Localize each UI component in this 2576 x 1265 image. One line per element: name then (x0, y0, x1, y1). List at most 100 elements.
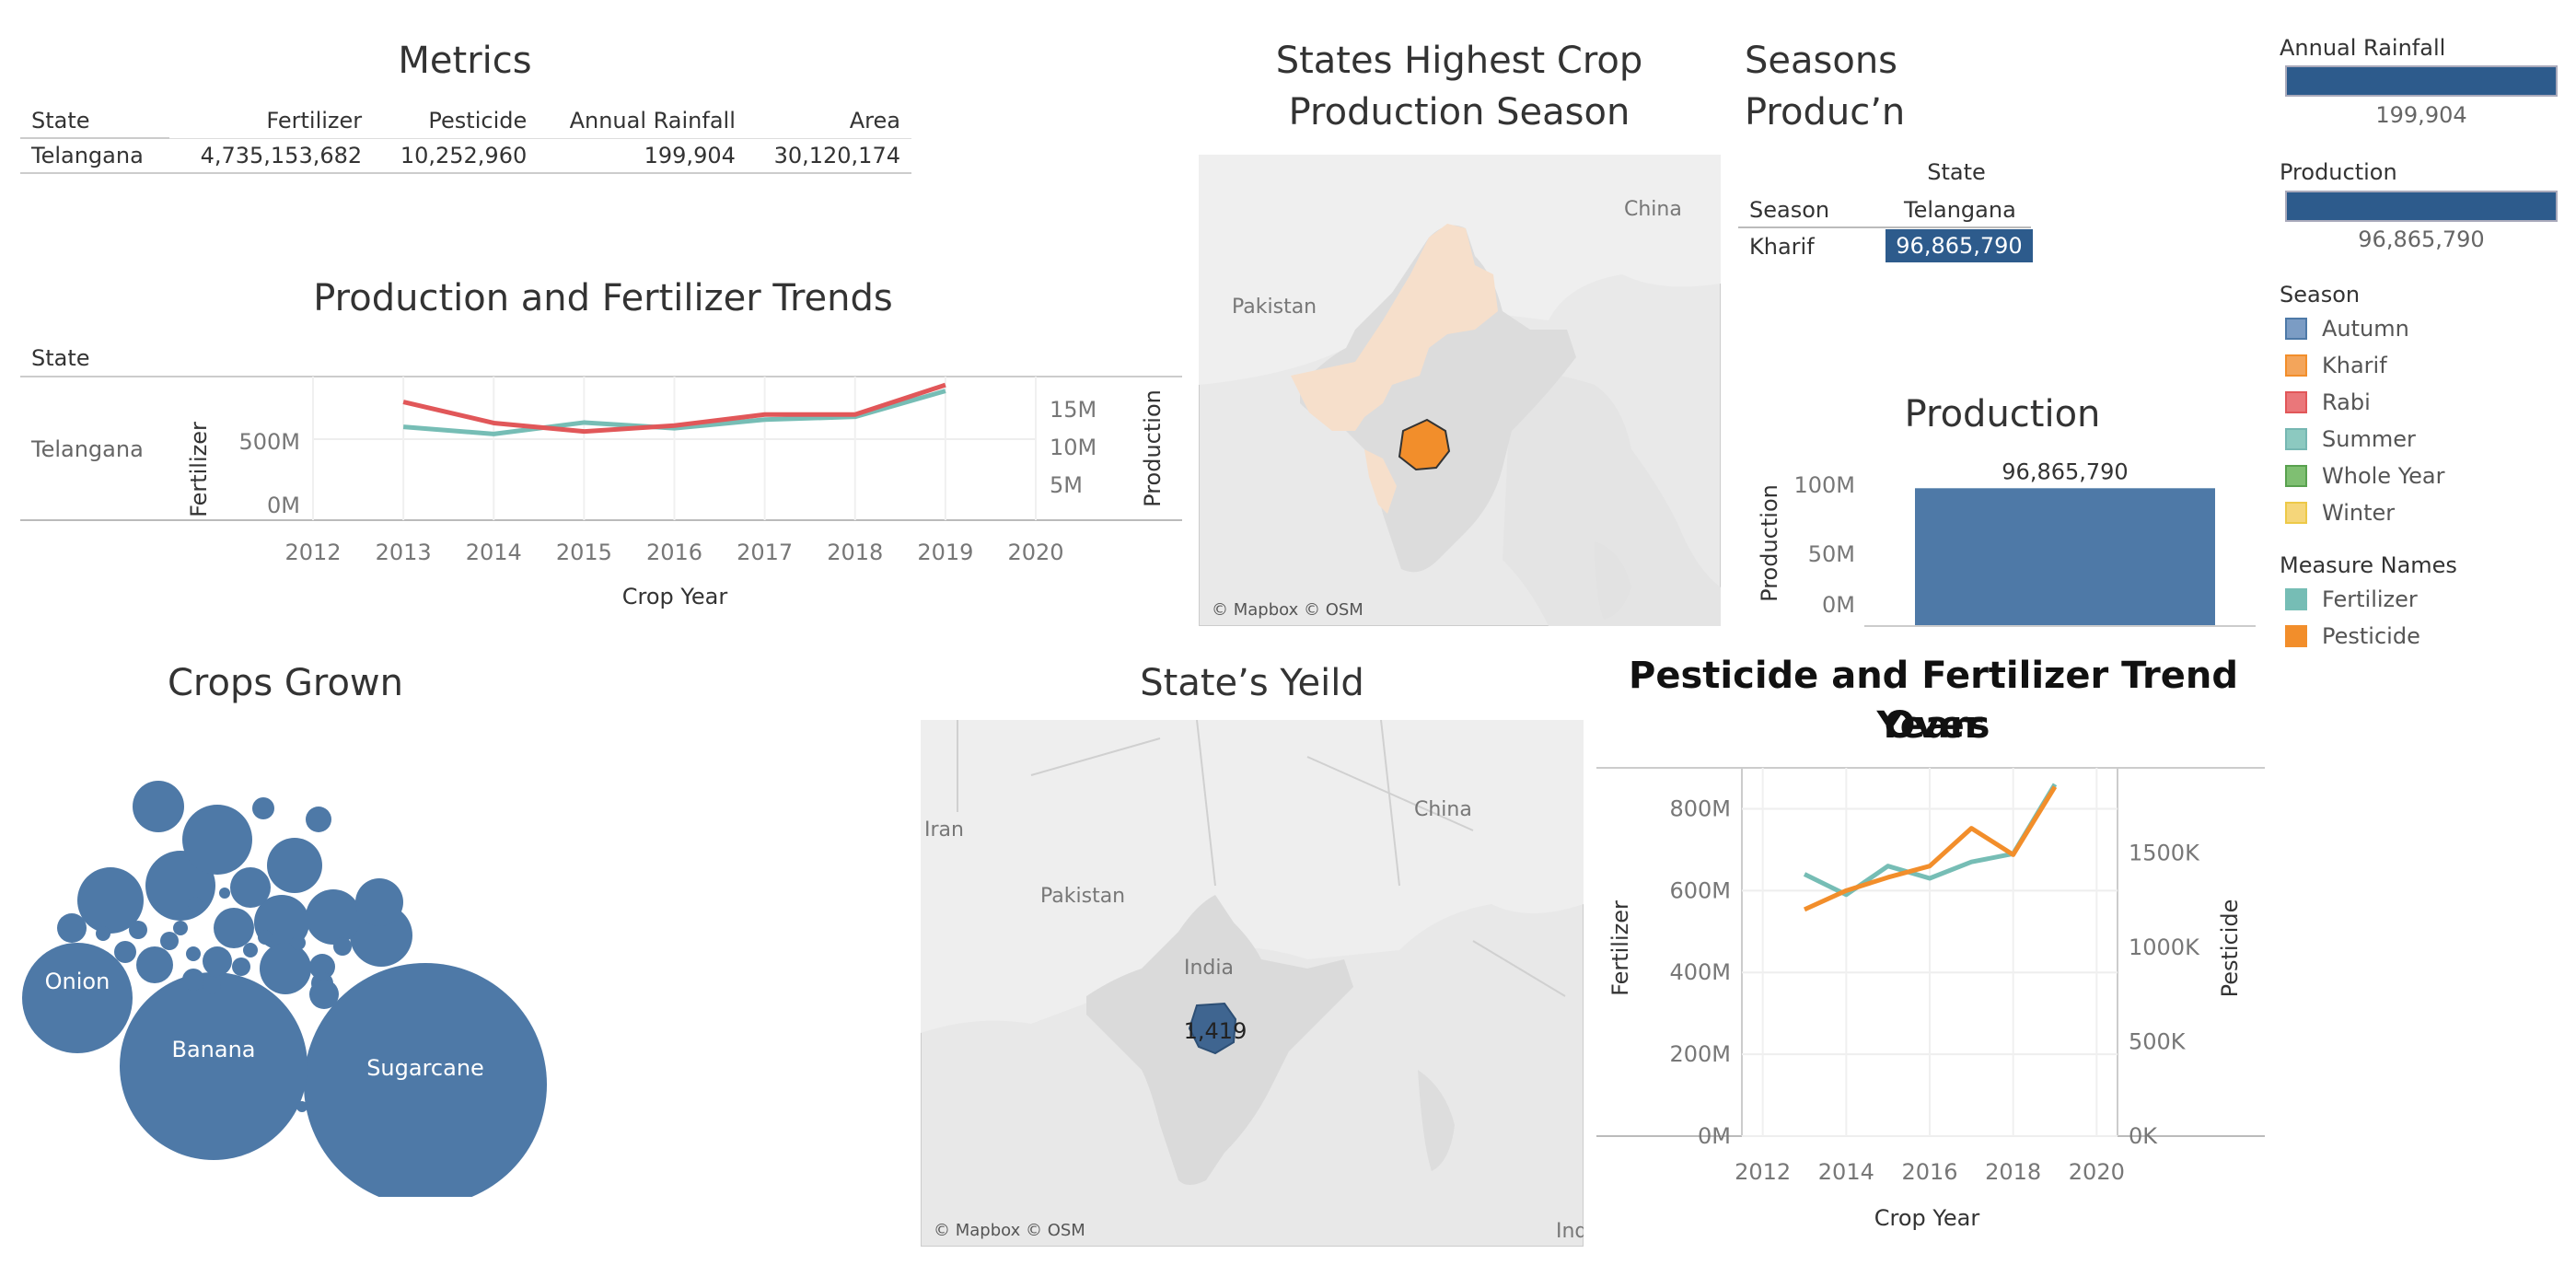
seasons-value-cell[interactable]: 96,865,790 (1886, 229, 2033, 262)
seasons-divider (1738, 226, 2031, 228)
crop-bubble[interactable] (182, 805, 252, 875)
seasons-title-1: Seasons (1745, 40, 1898, 82)
crop-bubble[interactable] (160, 932, 179, 950)
kpi-production-bar[interactable] (2285, 191, 2558, 222)
metrics-cell-area: 30,120,174 (746, 137, 911, 174)
pf-left-tick: 200M (1669, 1041, 1731, 1067)
season-map-credit: © Mapbox © OSM (1212, 600, 1363, 620)
crop-bubble[interactable] (22, 943, 133, 1053)
crop-bubble[interactable] (120, 972, 307, 1160)
metrics-row[interactable]: Telangana 4,735,153,682 10,252,960 199,9… (20, 137, 911, 174)
crop-bubble[interactable] (186, 946, 201, 961)
crop-bubble[interactable] (296, 1101, 307, 1112)
metrics-header-rainfall[interactable]: Annual Rainfall (569, 108, 736, 134)
metrics-header-area[interactable]: Area (849, 108, 900, 134)
crop-bubble[interactable] (114, 941, 136, 963)
yield-map[interactable]: 1,419 China Pakistan India Iran Ind © Ma… (921, 720, 1584, 1247)
crop-bubble[interactable] (96, 926, 110, 941)
pf-right-tick: 500K (2129, 1028, 2187, 1054)
trends-chart[interactable]: Fertilizer Production 500M 0M 15M 10M 5M… (0, 364, 1197, 621)
crop-bubble[interactable] (304, 963, 547, 1197)
yield-value-label: 1,419 (1184, 1018, 1247, 1044)
trends-x-tick: 2012 (284, 540, 341, 565)
trends-x-tick: 2016 (646, 540, 702, 565)
trends-x-tick: 2013 (376, 540, 432, 565)
crop-bubble[interactable] (219, 888, 230, 899)
production-bar[interactable] (1915, 488, 2215, 626)
metrics-header-state[interactable]: State (20, 104, 169, 139)
trends-x-tick: 2020 (1007, 540, 1063, 565)
kpi-production-value: 96,865,790 (2358, 226, 2485, 252)
metrics-cell-fertilizer: 4,735,153,682 (168, 137, 374, 174)
legend-item-summer[interactable]: Summer (2285, 421, 2445, 458)
legend-item-autumn[interactable]: Autumn (2285, 310, 2445, 347)
trends-x-tick: 2014 (466, 540, 522, 565)
pf-line-pesticide[interactable] (1803, 785, 2058, 912)
crop-bubble[interactable] (230, 867, 271, 908)
crop-bubble[interactable] (136, 946, 173, 983)
crop-bubble[interactable] (232, 957, 250, 976)
pf-left-tick: 400M (1669, 959, 1731, 985)
telangana-yield-region[interactable] (1188, 1002, 1237, 1055)
kpi-rainfall-bar[interactable] (2285, 65, 2558, 97)
crop-bubble[interactable] (203, 976, 221, 994)
yield-map-label-china: China (1414, 798, 1472, 821)
trends-title: Production and Fertilizer Trends (313, 277, 893, 319)
trends-state-header: State (31, 345, 90, 371)
crop-bubble[interactable] (260, 943, 311, 994)
crop-bubble[interactable] (291, 935, 306, 950)
crop-bubble[interactable] (173, 921, 188, 935)
legend-item-kharif[interactable]: Kharif (2285, 347, 2445, 384)
production-bar-chart[interactable]: Production 100M 50M 0M 96,865,790 (1740, 451, 2256, 635)
season-map[interactable]: China Pakistan © Mapbox © OSM (1199, 155, 1721, 626)
seasons-row-kharif[interactable]: Kharif (1749, 234, 1815, 260)
production-bar-y-title: Production (1757, 484, 1782, 602)
crop-bubble[interactable] (309, 954, 335, 980)
legend-item-winter[interactable]: Winter (2285, 494, 2445, 531)
season-map-label-pakistan: Pakistan (1232, 296, 1317, 319)
crop-bubble[interactable] (57, 913, 87, 943)
telangana-region[interactable] (1398, 418, 1451, 471)
crop-bubble[interactable] (203, 946, 232, 976)
crop-bubble[interactable] (306, 807, 331, 832)
pf-x-tick: 2020 (2069, 1159, 2125, 1185)
legend-item-rabi[interactable]: Rabi (2285, 384, 2445, 421)
legend-swatch-rabi (2285, 391, 2307, 413)
trends-left-tick-0m: 0M (267, 493, 300, 518)
crop-bubble[interactable] (188, 897, 203, 911)
pf-x-tick: 2012 (1735, 1159, 1791, 1185)
pf-x-tick: 2016 (1901, 1159, 1957, 1185)
kpi-rainfall-label: Annual Rainfall (2280, 35, 2446, 61)
crop-bubble[interactable] (77, 867, 144, 934)
pf-trend-chart[interactable]: Fertilizer Pesticide 800M 600M 400M 200M 0M 1… (1593, 764, 2274, 1243)
legend-item-pesticide[interactable]: Pesticide (2285, 618, 2420, 655)
trends-right-tick-15m: 15M (1050, 397, 1097, 423)
crop-bubble[interactable] (129, 921, 147, 939)
trends-right-tick-5m: 5M (1050, 472, 1083, 498)
legend-item-whole-year[interactable]: Whole Year (2285, 458, 2445, 494)
trends-line-production[interactable] (402, 382, 946, 435)
crop-bubble[interactable] (252, 797, 274, 819)
yield-map-label-india: India (1184, 957, 1234, 980)
bubble-label-onion: Onion (45, 969, 110, 994)
pf-trend-title-2: Years (1876, 704, 1990, 747)
trends-x-tick: 2015 (556, 540, 612, 565)
crop-bubble[interactable] (333, 937, 352, 956)
crop-bubble[interactable] (214, 908, 254, 948)
crop-bubble[interactable] (182, 969, 204, 991)
yield-map-label-iran: Iran (924, 818, 964, 841)
metrics-header-pesticide[interactable]: Pesticide (428, 108, 528, 134)
crop-bubble[interactable] (258, 930, 273, 945)
legend-item-fertilizer[interactable]: Fertilizer (2285, 581, 2420, 618)
crops-bubble-chart[interactable]: Onion Banana Sugarcane (0, 773, 571, 1197)
crop-bubble[interactable] (267, 838, 322, 893)
crop-bubble[interactable] (306, 889, 361, 945)
crop-bubble[interactable] (355, 878, 403, 926)
crop-bubble[interactable] (309, 980, 339, 1009)
pf-x-axis-title: Crop Year (1874, 1205, 1980, 1231)
crop-bubble[interactable] (243, 943, 258, 957)
crop-bubble[interactable] (133, 781, 184, 832)
trends-left-tick-500m: 500M (238, 429, 300, 455)
metrics-header-fertilizer[interactable]: Fertilizer (266, 108, 363, 134)
yield-map-label-ind: Ind (1556, 1220, 1584, 1243)
